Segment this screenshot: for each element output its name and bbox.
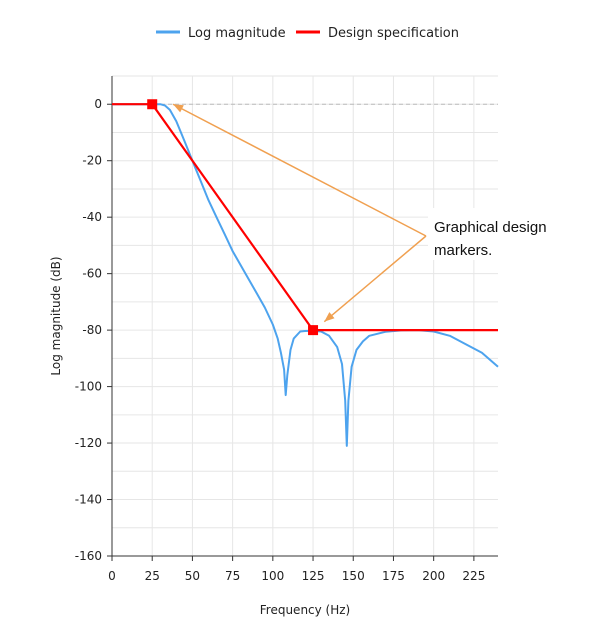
- x-tick-label: 75: [225, 569, 240, 583]
- annotation: Graphical design markers.: [172, 103, 558, 323]
- legend-item[interactable]: Log magnitude: [156, 26, 286, 41]
- x-tick-label: 125: [302, 569, 325, 583]
- legend-item[interactable]: Design specification: [296, 26, 459, 41]
- y-tick-label: -60: [82, 267, 102, 281]
- x-tick-label: 50: [185, 569, 200, 583]
- x-tick-label: 25: [145, 569, 160, 583]
- x-axis-title: Frequency (Hz): [260, 603, 351, 617]
- y-tick-label: -20: [82, 154, 102, 168]
- annotation-arrow: [172, 103, 427, 237]
- x-tick-label: 225: [462, 569, 485, 583]
- annotation-arrow: [323, 235, 427, 323]
- y-tick-label: -160: [75, 549, 102, 563]
- legend-label: Design specification: [328, 26, 459, 41]
- log-magnitude-line: [112, 103, 499, 447]
- annotation-arrowhead: [324, 312, 335, 322]
- annotation-box: [428, 208, 558, 260]
- y-tick-label: -40: [82, 210, 102, 224]
- y-tick-label: -140: [75, 493, 102, 507]
- annotation-arrowhead: [173, 104, 184, 113]
- design-marker[interactable]: [147, 99, 158, 110]
- grid: [112, 75, 498, 556]
- y-tick-label: -120: [75, 436, 102, 450]
- legend[interactable]: Log magnitude Design specification: [156, 26, 459, 41]
- annotation-text: markers.: [434, 242, 492, 259]
- y-tick-label: -100: [75, 380, 102, 394]
- design-marker[interactable]: [308, 325, 319, 336]
- y-tick-label: -80: [82, 323, 102, 337]
- x-tick-label: 200: [422, 569, 445, 583]
- x-tick-label: 100: [261, 569, 284, 583]
- x-tick-label: 150: [342, 569, 365, 583]
- design-specification-line: [112, 103, 498, 332]
- series-layer: [112, 103, 499, 447]
- legend-label: Log magnitude: [188, 26, 286, 41]
- marker-layer: [147, 99, 319, 336]
- x-tick-label: 0: [108, 569, 116, 583]
- x-tick-label: 175: [382, 569, 405, 583]
- y-axis-title: Log magnitude (dB): [49, 256, 63, 375]
- axes: 0 -20 -40 -60 -80 -100 -120 -140 -160 0 25 50 75 100 1…: [75, 76, 498, 583]
- annotation-text: Graphical design: [434, 219, 547, 236]
- y-tick-label: 0: [94, 97, 102, 111]
